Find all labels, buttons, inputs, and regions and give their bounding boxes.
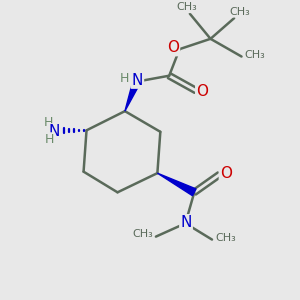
Polygon shape	[158, 173, 196, 196]
Text: CH₃: CH₃	[230, 7, 250, 17]
Text: O: O	[220, 166, 232, 181]
Text: CH₃: CH₃	[176, 2, 197, 12]
Text: N: N	[180, 215, 192, 230]
Text: H: H	[45, 133, 54, 146]
Text: CH₃: CH₃	[132, 229, 153, 239]
Text: CH₃: CH₃	[244, 50, 265, 60]
Text: O: O	[167, 40, 179, 55]
Text: N: N	[132, 73, 143, 88]
Text: H: H	[120, 72, 130, 85]
Text: H: H	[44, 116, 53, 129]
Text: N: N	[48, 124, 60, 139]
Polygon shape	[125, 80, 140, 111]
Text: CH₃: CH₃	[215, 233, 236, 243]
Text: O: O	[196, 85, 208, 100]
